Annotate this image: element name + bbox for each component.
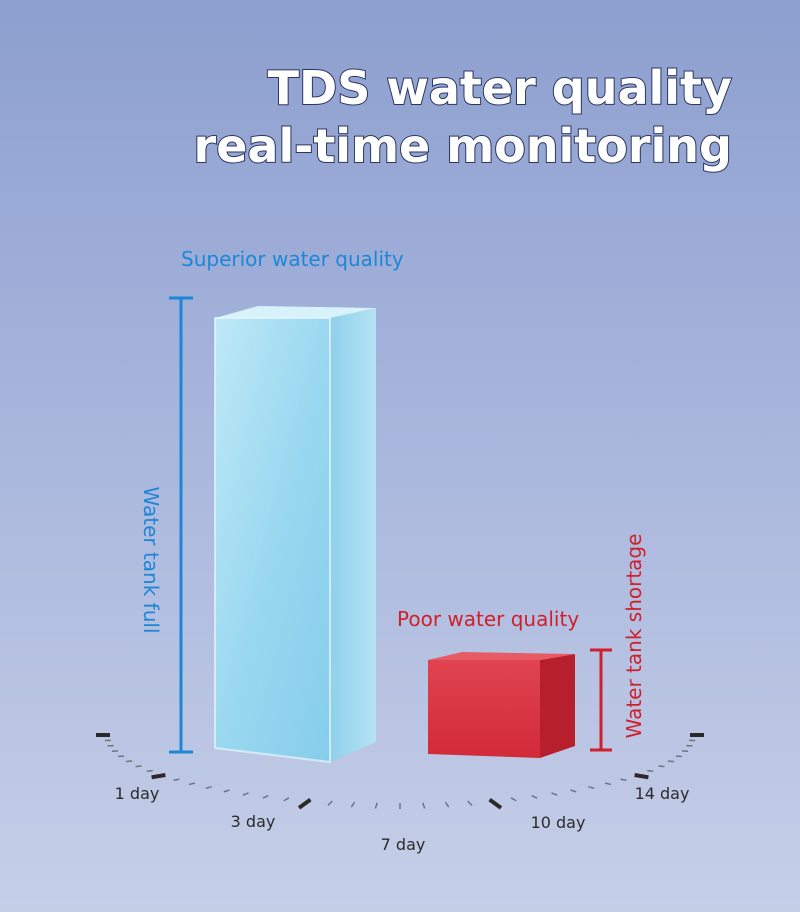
dial-tick xyxy=(327,800,333,806)
dial-tick xyxy=(283,797,290,802)
dial-tick xyxy=(188,782,196,786)
dial-tick xyxy=(242,792,249,796)
dial-tick xyxy=(205,785,212,790)
dial-tick xyxy=(262,794,269,799)
dial-tick xyxy=(374,802,378,809)
dial-tick xyxy=(658,765,665,768)
dial-tick xyxy=(223,789,230,793)
dial-tick xyxy=(126,760,133,763)
dial-tick xyxy=(634,772,649,780)
dial-tick xyxy=(551,792,558,796)
dial-tick xyxy=(510,797,517,802)
title-line-1: TDS water quality xyxy=(268,61,732,115)
day-label: 3 day xyxy=(231,812,276,831)
dial-tick xyxy=(488,798,503,810)
dial-tick xyxy=(667,760,674,763)
dial-tick xyxy=(570,789,577,793)
day-label: 1 day xyxy=(115,784,160,803)
ice-block xyxy=(214,306,376,764)
dial-tick xyxy=(173,778,180,782)
dial-tick xyxy=(146,769,153,773)
dial-tick xyxy=(297,798,312,810)
shortage-bracket xyxy=(590,648,612,752)
title-line-2: real-time monitoring xyxy=(194,119,732,173)
dial-tick xyxy=(467,800,473,806)
dial-tick xyxy=(135,765,142,768)
dial-tick xyxy=(531,794,538,799)
dial-tick xyxy=(604,782,612,786)
dial-tick xyxy=(647,769,654,773)
superior-label: Superior water quality xyxy=(181,247,404,271)
day-label: 14 day xyxy=(635,784,690,803)
full-bracket xyxy=(169,296,193,754)
dial-tick xyxy=(444,801,450,808)
dial-tick xyxy=(151,772,166,780)
dial-ticks xyxy=(96,733,704,810)
day-label: 7 day xyxy=(381,835,426,854)
day-label: 10 day xyxy=(531,813,586,832)
dial-tick xyxy=(588,785,595,790)
dial-tick xyxy=(620,778,627,782)
poor-label: Poor water quality xyxy=(397,607,579,631)
dial-tick xyxy=(422,802,426,809)
dial-tick xyxy=(350,801,356,808)
tank-shortage-label: Water tank shortage xyxy=(622,534,646,739)
red-cube xyxy=(428,652,575,758)
tank-full-label: Water tank full xyxy=(139,486,163,633)
